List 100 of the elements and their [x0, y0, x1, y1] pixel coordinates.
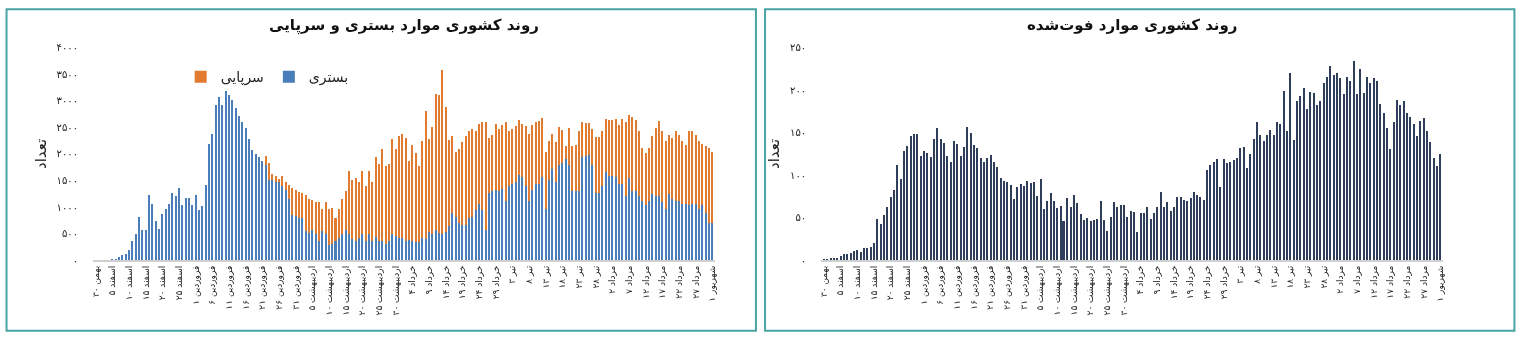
bar [637, 195, 640, 261]
x-tick-label: ۳ تیر [507, 265, 518, 284]
bar [308, 232, 311, 261]
bar [969, 132, 972, 261]
bar [384, 244, 387, 261]
bar [1209, 164, 1212, 261]
bar [942, 142, 945, 261]
bar [574, 191, 577, 261]
y-tick-label: ۳۵۰۰ [56, 68, 79, 80]
bar [1329, 66, 1332, 261]
bar [438, 232, 440, 261]
bar [704, 213, 707, 261]
bar [401, 237, 404, 261]
bar [281, 175, 284, 186]
bar [687, 205, 690, 261]
bar [1116, 206, 1119, 261]
bar [154, 221, 157, 261]
x-tick-label: ۱۰ اسفند [852, 265, 863, 301]
bar [1412, 124, 1415, 261]
x-tick-label: ۱۳ تیر [540, 265, 551, 289]
bar [1009, 184, 1012, 261]
bar [521, 124, 524, 177]
bar [468, 218, 470, 261]
bar [1176, 197, 1179, 261]
bar [164, 208, 167, 261]
bar [454, 216, 457, 261]
bar [211, 133, 214, 261]
bar [1376, 80, 1379, 261]
bar [674, 200, 677, 261]
bar [1092, 220, 1095, 261]
bar [451, 213, 454, 261]
bar [1156, 207, 1159, 261]
bar [304, 195, 307, 232]
bar [411, 240, 414, 261]
bar [338, 237, 341, 261]
bar [504, 122, 507, 201]
bar [852, 250, 855, 261]
x-tick-label: ۱۸ تیر [1285, 265, 1296, 289]
bar [832, 258, 835, 261]
bar [1282, 91, 1285, 261]
bar [324, 234, 327, 261]
bar [976, 147, 979, 261]
bar [308, 199, 311, 233]
x-tick-label: ۲۲ مرداد [673, 265, 684, 299]
bar [614, 176, 617, 261]
bar [234, 107, 237, 261]
bar [1059, 205, 1062, 261]
bar [922, 151, 925, 261]
bar [657, 195, 660, 261]
bar [1432, 158, 1435, 261]
x-tick-label: ۳۰ اردیبهشت [390, 265, 401, 316]
bar [1419, 120, 1422, 261]
bar [1399, 104, 1402, 261]
x-tick-label: ۱ فروردین [918, 265, 929, 305]
bar [228, 94, 231, 261]
bar [687, 130, 690, 206]
bar [224, 91, 227, 261]
bar [697, 208, 700, 261]
bar [1239, 147, 1242, 261]
x-tick-label: ۱۹ خرداد [457, 265, 468, 300]
bar [862, 248, 865, 261]
bar [521, 176, 524, 261]
bar [634, 120, 637, 192]
bar [1139, 212, 1142, 261]
bar [1002, 181, 1005, 261]
bar [677, 201, 680, 261]
x-tick-label: ۱۸ تیر [557, 265, 568, 289]
bar [1186, 200, 1189, 261]
bar [896, 164, 899, 261]
bar [1079, 214, 1082, 261]
bar [842, 254, 845, 261]
bar [534, 121, 537, 184]
bar [1226, 163, 1229, 261]
bar [1132, 211, 1135, 261]
bar [916, 134, 919, 261]
y-tick-label: ۲۰۰ [790, 84, 807, 96]
bar [1396, 100, 1399, 261]
bar [1029, 182, 1032, 261]
bar [966, 126, 969, 261]
x-tick-label: ۲۷ مرداد [690, 265, 701, 299]
bar [677, 135, 680, 202]
bar [1346, 76, 1349, 261]
bar [298, 192, 301, 219]
bar [1302, 88, 1305, 261]
bar [488, 192, 490, 261]
bar [1312, 92, 1315, 261]
bar [301, 192, 304, 219]
bar [1279, 124, 1282, 261]
x-tick-label: ۱۳ تیر [1268, 265, 1279, 289]
bar [434, 229, 437, 261]
x-tick-label: ۱۵ اردیبهشت [340, 265, 351, 316]
bar [161, 213, 164, 261]
bar [538, 120, 540, 184]
x-tick-label: ۳ تیر [1235, 265, 1246, 284]
bar [284, 189, 287, 261]
bar [1332, 74, 1335, 261]
bar [982, 161, 985, 261]
x-tick-label: ۱۷ مرداد [1385, 265, 1396, 299]
x-tick-label: ۱۷ مرداد [657, 265, 668, 299]
x-tick-label: ۳۰ اردیبهشت [1118, 265, 1129, 316]
